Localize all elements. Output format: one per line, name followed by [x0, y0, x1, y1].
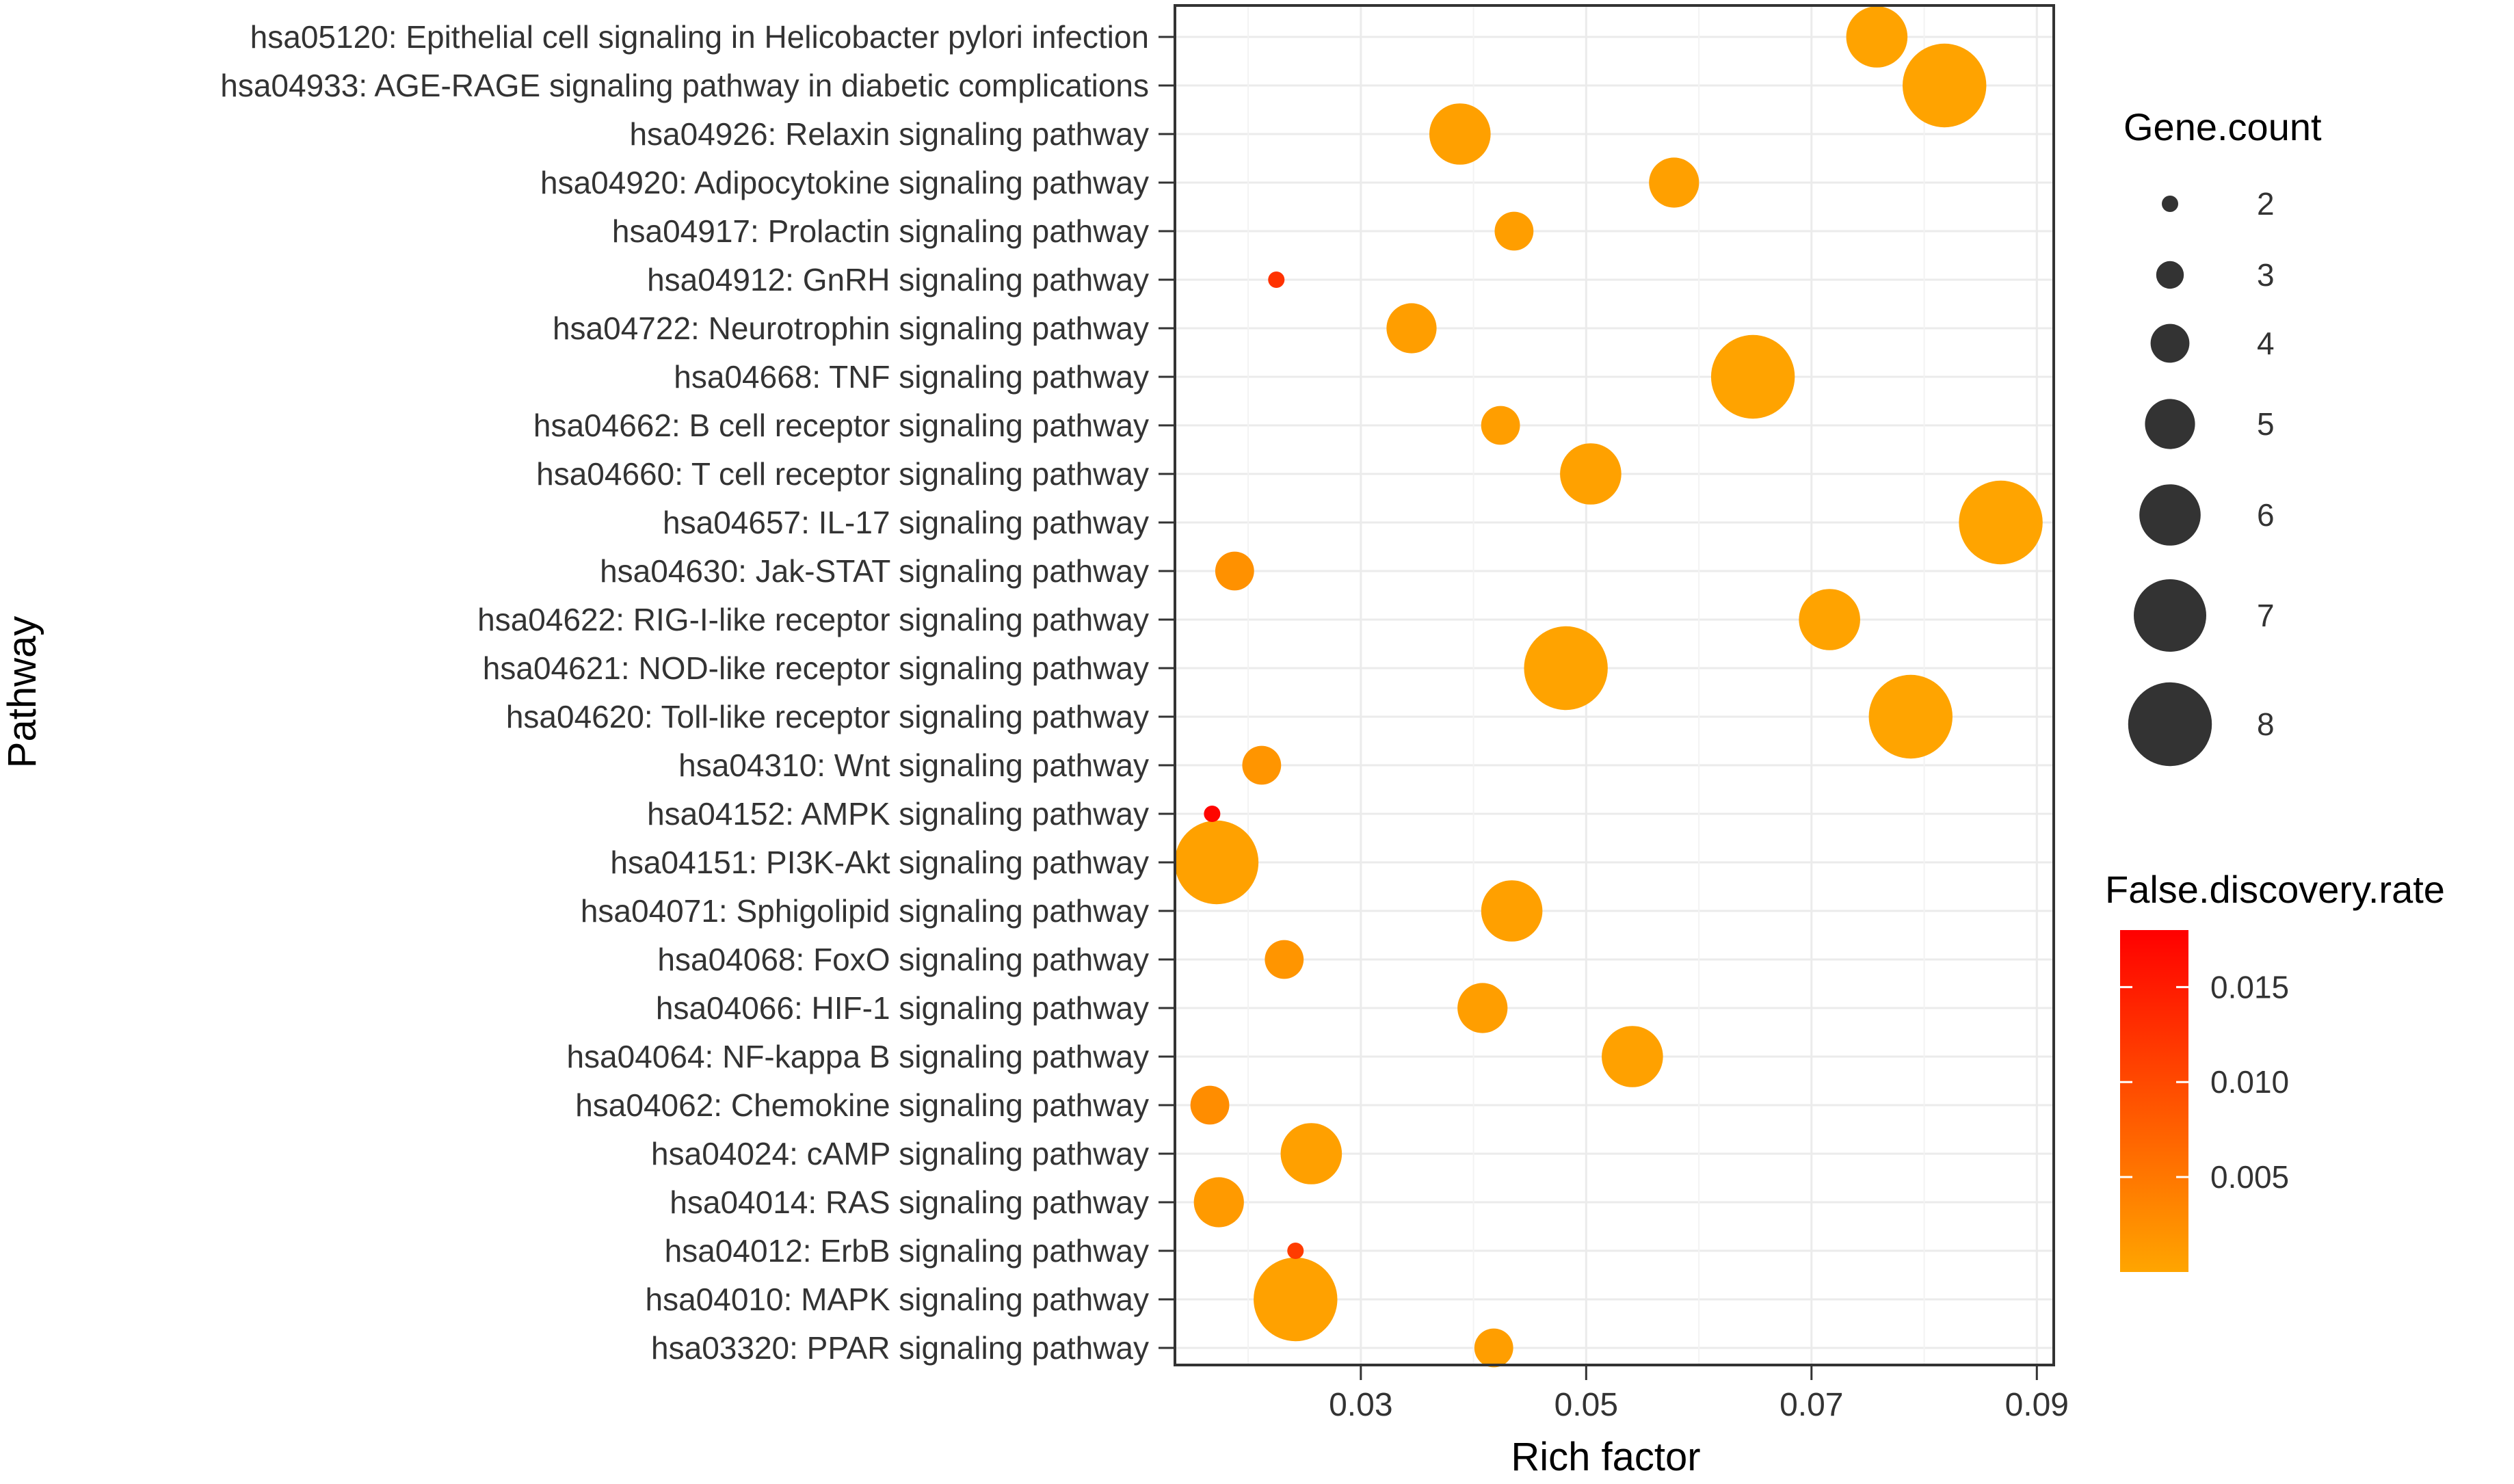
data-point: hsa04917: Prolactin signaling pathway — [1494, 211, 1534, 251]
y-axis-tick-labels: hsa05120: Epithelial cell signaling in H… — [220, 19, 1175, 1366]
y-tick-label: hsa04917: Prolactin signaling pathway — [612, 213, 1149, 249]
y-tick-label: hsa04010: MAPK signaling pathway — [646, 1282, 1149, 1317]
color-legend-title: False.discovery.rate — [2105, 868, 2445, 911]
size-legend-swatch — [2156, 261, 2184, 289]
y-tick-label: hsa04722: Neurotrophin signaling pathway — [553, 310, 1149, 346]
data-point: hsa04912: GnRH signaling pathway — [1268, 271, 1285, 288]
size-legend-swatch — [2145, 399, 2195, 449]
color-legend-ticks: 0.015 0.010 0.005 — [2120, 969, 2289, 1195]
size-legend-swatch — [2162, 196, 2178, 212]
y-tick-label: hsa03320: PPAR signaling pathway — [651, 1330, 1149, 1366]
data-point: hsa04151: PI3K-Akt signaling pathway — [1174, 820, 1259, 905]
y-tick-label: hsa04668: TNF signaling pathway — [674, 359, 1149, 395]
size-legend-label: 5 — [2257, 406, 2275, 442]
size-legend-label: 4 — [2257, 326, 2275, 361]
size-legend-title: Gene.count — [2123, 105, 2322, 148]
data-point: hsa04071: Sphigolipid signaling pathway — [1481, 880, 1543, 942]
y-axis-title: Pathway — [0, 616, 44, 768]
data-point: hsa04310: Wnt signaling pathway — [1242, 745, 1282, 785]
y-tick-label: hsa04068: FoxO signaling pathway — [657, 942, 1149, 977]
data-point: hsa04620: Toll-like receptor signaling p… — [1868, 674, 1953, 759]
size-legend-label: 2 — [2257, 186, 2275, 222]
data-point: hsa04064: NF-kappa B signaling pathway — [1602, 1026, 1663, 1087]
size-legend-swatch — [2134, 579, 2206, 652]
y-tick-label: hsa04920: Adipocytokine signaling pathwa… — [540, 165, 1149, 200]
y-tick-label: hsa04012: ErbB signaling pathway — [665, 1233, 1149, 1269]
data-point: hsa04012: ErbB signaling pathway — [1287, 1243, 1304, 1259]
size-legend-label: 7 — [2257, 598, 2275, 633]
y-tick-label: hsa04662: B cell receptor signaling path… — [533, 408, 1149, 443]
size-legend-swatch — [2139, 484, 2201, 546]
grid-lines — [1175, 5, 2054, 1365]
y-tick-label: hsa04926: Relaxin signaling pathway — [629, 116, 1149, 152]
data-point: hsa04668: TNF signaling pathway — [1710, 334, 1795, 419]
y-tick-label: hsa04062: Chemokine signaling pathway — [575, 1087, 1149, 1123]
y-tick-label: hsa04024: cAMP signaling pathway — [651, 1136, 1149, 1171]
data-point: hsa04722: Neurotrophin signaling pathway — [1386, 303, 1437, 354]
data-point: hsa04926: Relaxin signaling pathway — [1429, 103, 1491, 165]
color-legend-label: 0.010 — [2210, 1064, 2289, 1100]
data-point: hsa03320: PPAR signaling pathway — [1474, 1328, 1513, 1368]
size-legend-label: 8 — [2257, 706, 2275, 742]
data-point: hsa04622: RIG-I-like receptor signaling … — [1799, 589, 1860, 650]
y-tick-label: hsa05120: Epithelial cell signaling in H… — [250, 19, 1149, 55]
size-legend-label: 6 — [2257, 497, 2275, 533]
data-point: hsa04630: Jak-STAT signaling pathway — [1215, 551, 1254, 591]
size-legend-items: 2 3 4 5 6 7 8 — [2128, 186, 2275, 767]
y-tick-label: hsa04912: GnRH signaling pathway — [647, 262, 1149, 297]
y-tick-label: hsa04066: HIF-1 signaling pathway — [656, 990, 1149, 1026]
data-point: hsa04024: cAMP signaling pathway — [1280, 1123, 1342, 1184]
y-tick-label: hsa04310: Wnt signaling pathway — [678, 747, 1149, 783]
x-tick-label: 0.03 — [1329, 1387, 1392, 1423]
color-legend: False.discovery.rate 0.015 0.010 0.005 — [2105, 868, 2445, 1272]
x-tick-label: 0.07 — [1779, 1387, 1843, 1423]
data-point: hsa04152: AMPK signaling pathway — [1204, 806, 1221, 822]
size-legend: Gene.count 2 3 4 5 6 7 8 — [2123, 105, 2322, 767]
color-legend-label: 0.015 — [2210, 969, 2289, 1005]
y-tick-label: hsa04622: RIG-I-like receptor signaling … — [477, 602, 1149, 637]
data-point: hsa04621: NOD-like receptor signaling pa… — [1524, 626, 1608, 711]
plot-panel-border — [1174, 4, 2055, 1366]
y-tick-label: hsa04657: IL-17 signaling pathway — [663, 505, 1149, 540]
data-point: hsa04662: B cell receptor signaling path… — [1481, 406, 1520, 445]
color-legend-label: 0.005 — [2210, 1159, 2289, 1195]
y-tick-label: hsa04071: Sphigolipid signaling pathway — [581, 893, 1149, 929]
y-tick-label: hsa04660: T cell receptor signaling path… — [536, 456, 1149, 492]
size-legend-swatch — [2128, 682, 2212, 767]
data-points: hsa04933: AGE-RAGE signaling pathway in … — [1174, 6, 2043, 1368]
size-legend-label: 3 — [2257, 257, 2275, 293]
data-point: hsa04660: T cell receptor signaling path… — [1560, 443, 1622, 505]
y-tick-label: hsa04620: Toll-like receptor signaling p… — [506, 699, 1149, 734]
color-legend-colorbar — [2120, 930, 2188, 1272]
y-tick-label: hsa04630: Jak-STAT signaling pathway — [600, 553, 1149, 589]
data-point: hsa04014: RAS signaling pathway — [1193, 1177, 1244, 1228]
y-tick-label: hsa04064: NF-kappa B signaling pathway — [566, 1039, 1149, 1074]
y-tick-label: hsa04152: AMPK signaling pathway — [647, 796, 1149, 832]
data-point: hsa04920: Adipocytokine signaling pathwa… — [1649, 157, 1699, 208]
y-tick-label: hsa04621: NOD-like receptor signaling pa… — [483, 650, 1149, 686]
data-point: hsa05120: Epithelial cell signaling in H… — [1846, 6, 1908, 68]
y-tick-label: hsa04014: RAS signaling pathway — [670, 1184, 1149, 1220]
data-point: hsa04062: Chemokine signaling pathway — [1190, 1085, 1230, 1125]
x-tick-label: 0.05 — [1554, 1387, 1618, 1423]
data-point: hsa04010: MAPK signaling pathway — [1254, 1257, 1338, 1342]
data-point: hsa04657: IL-17 signaling pathway — [1959, 480, 2043, 565]
data-point: hsa04066: HIF-1 signaling pathway — [1457, 983, 1508, 1033]
y-tick-label: hsa04933: AGE-RAGE signaling pathway in … — [220, 68, 1149, 103]
size-legend-swatch — [2150, 323, 2190, 363]
x-tick-label: 0.09 — [2005, 1387, 2069, 1423]
x-axis-title: Rich factor — [1511, 1435, 1700, 1479]
data-point: hsa04933: AGE-RAGE signaling pathway in … — [1902, 43, 1987, 128]
x-axis-tick-labels: 0.03 0.05 0.07 0.09 — [1329, 1365, 2069, 1423]
y-tick-label: hsa04151: PI3K-Akt signaling pathway — [610, 845, 1149, 880]
data-point: hsa04068: FoxO signaling pathway — [1265, 940, 1304, 979]
